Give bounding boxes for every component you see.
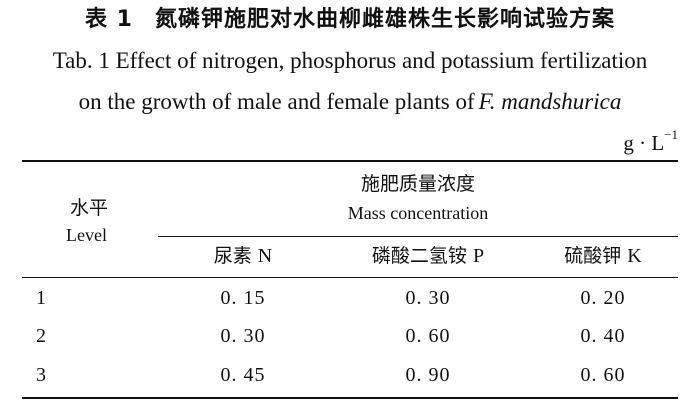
- group-header-en: Mass concentration: [347, 203, 489, 223]
- level-header-cn: 水平: [70, 197, 109, 219]
- level-header-en: Level: [66, 225, 107, 245]
- table-title-text: 氮磷钾施肥对水曲柳雌雄株生长影响试验方案: [154, 7, 615, 32]
- column-header-symbol: N: [257, 245, 273, 267]
- row-level-2: 2: [36, 325, 46, 347]
- table-title-english-line2: on the growth of male and female plants …: [0, 88, 700, 116]
- table-title-english-line1: Tab. 1 Effect of nitrogen, phosphorus an…: [52, 48, 648, 73]
- table-number: 表 1: [85, 7, 133, 32]
- unit-base: g · L: [623, 131, 665, 155]
- species-name: F. mandshurica: [478, 89, 622, 114]
- cell-n-level-1: 0. 15: [220, 287, 266, 309]
- column-header-cn: 硫酸钾: [564, 245, 622, 267]
- table-header-rule: [22, 277, 678, 278]
- column-header-ammonium-phosphate: 磷酸二氢铵 P: [328, 243, 528, 269]
- row-level-3: 3: [36, 364, 46, 386]
- column-header-cn: 尿素: [213, 245, 252, 267]
- table-top-rule: [22, 160, 678, 162]
- unit-exponent: −1: [664, 127, 678, 142]
- column-header-urea: 尿素 N: [158, 243, 328, 269]
- column-header-symbol: K: [627, 245, 642, 267]
- group-header-cn: 施肥质量浓度: [360, 173, 475, 195]
- unit-label: g · L−1: [623, 125, 678, 156]
- cell-k-level-2: 0. 40: [580, 325, 626, 347]
- table-group-rule: [158, 236, 678, 237]
- row-level-1: 1: [36, 287, 46, 309]
- column-header-potassium-sulfate: 硫酸钾 K: [528, 243, 678, 269]
- cell-p-level-2: 0. 60: [405, 325, 451, 347]
- cell-n-level-3: 0. 45: [220, 364, 266, 386]
- column-header-symbol: P: [472, 245, 485, 267]
- cell-p-level-1: 0. 30: [405, 287, 451, 309]
- table-title-chinese: 表 1 氮磷钾施肥对水曲柳雌雄株生长影响试验方案: [0, 6, 700, 34]
- title-line2-text: on the growth of male and female plants …: [78, 89, 475, 114]
- column-header-cn: 磷酸二氢铵: [371, 245, 467, 267]
- cell-p-level-3: 0. 90: [405, 364, 451, 386]
- cell-n-level-2: 0. 30: [220, 325, 266, 347]
- cell-k-level-1: 0. 20: [580, 287, 626, 309]
- table-bottom-rule: [22, 397, 678, 399]
- cell-k-level-3: 0. 60: [580, 364, 626, 386]
